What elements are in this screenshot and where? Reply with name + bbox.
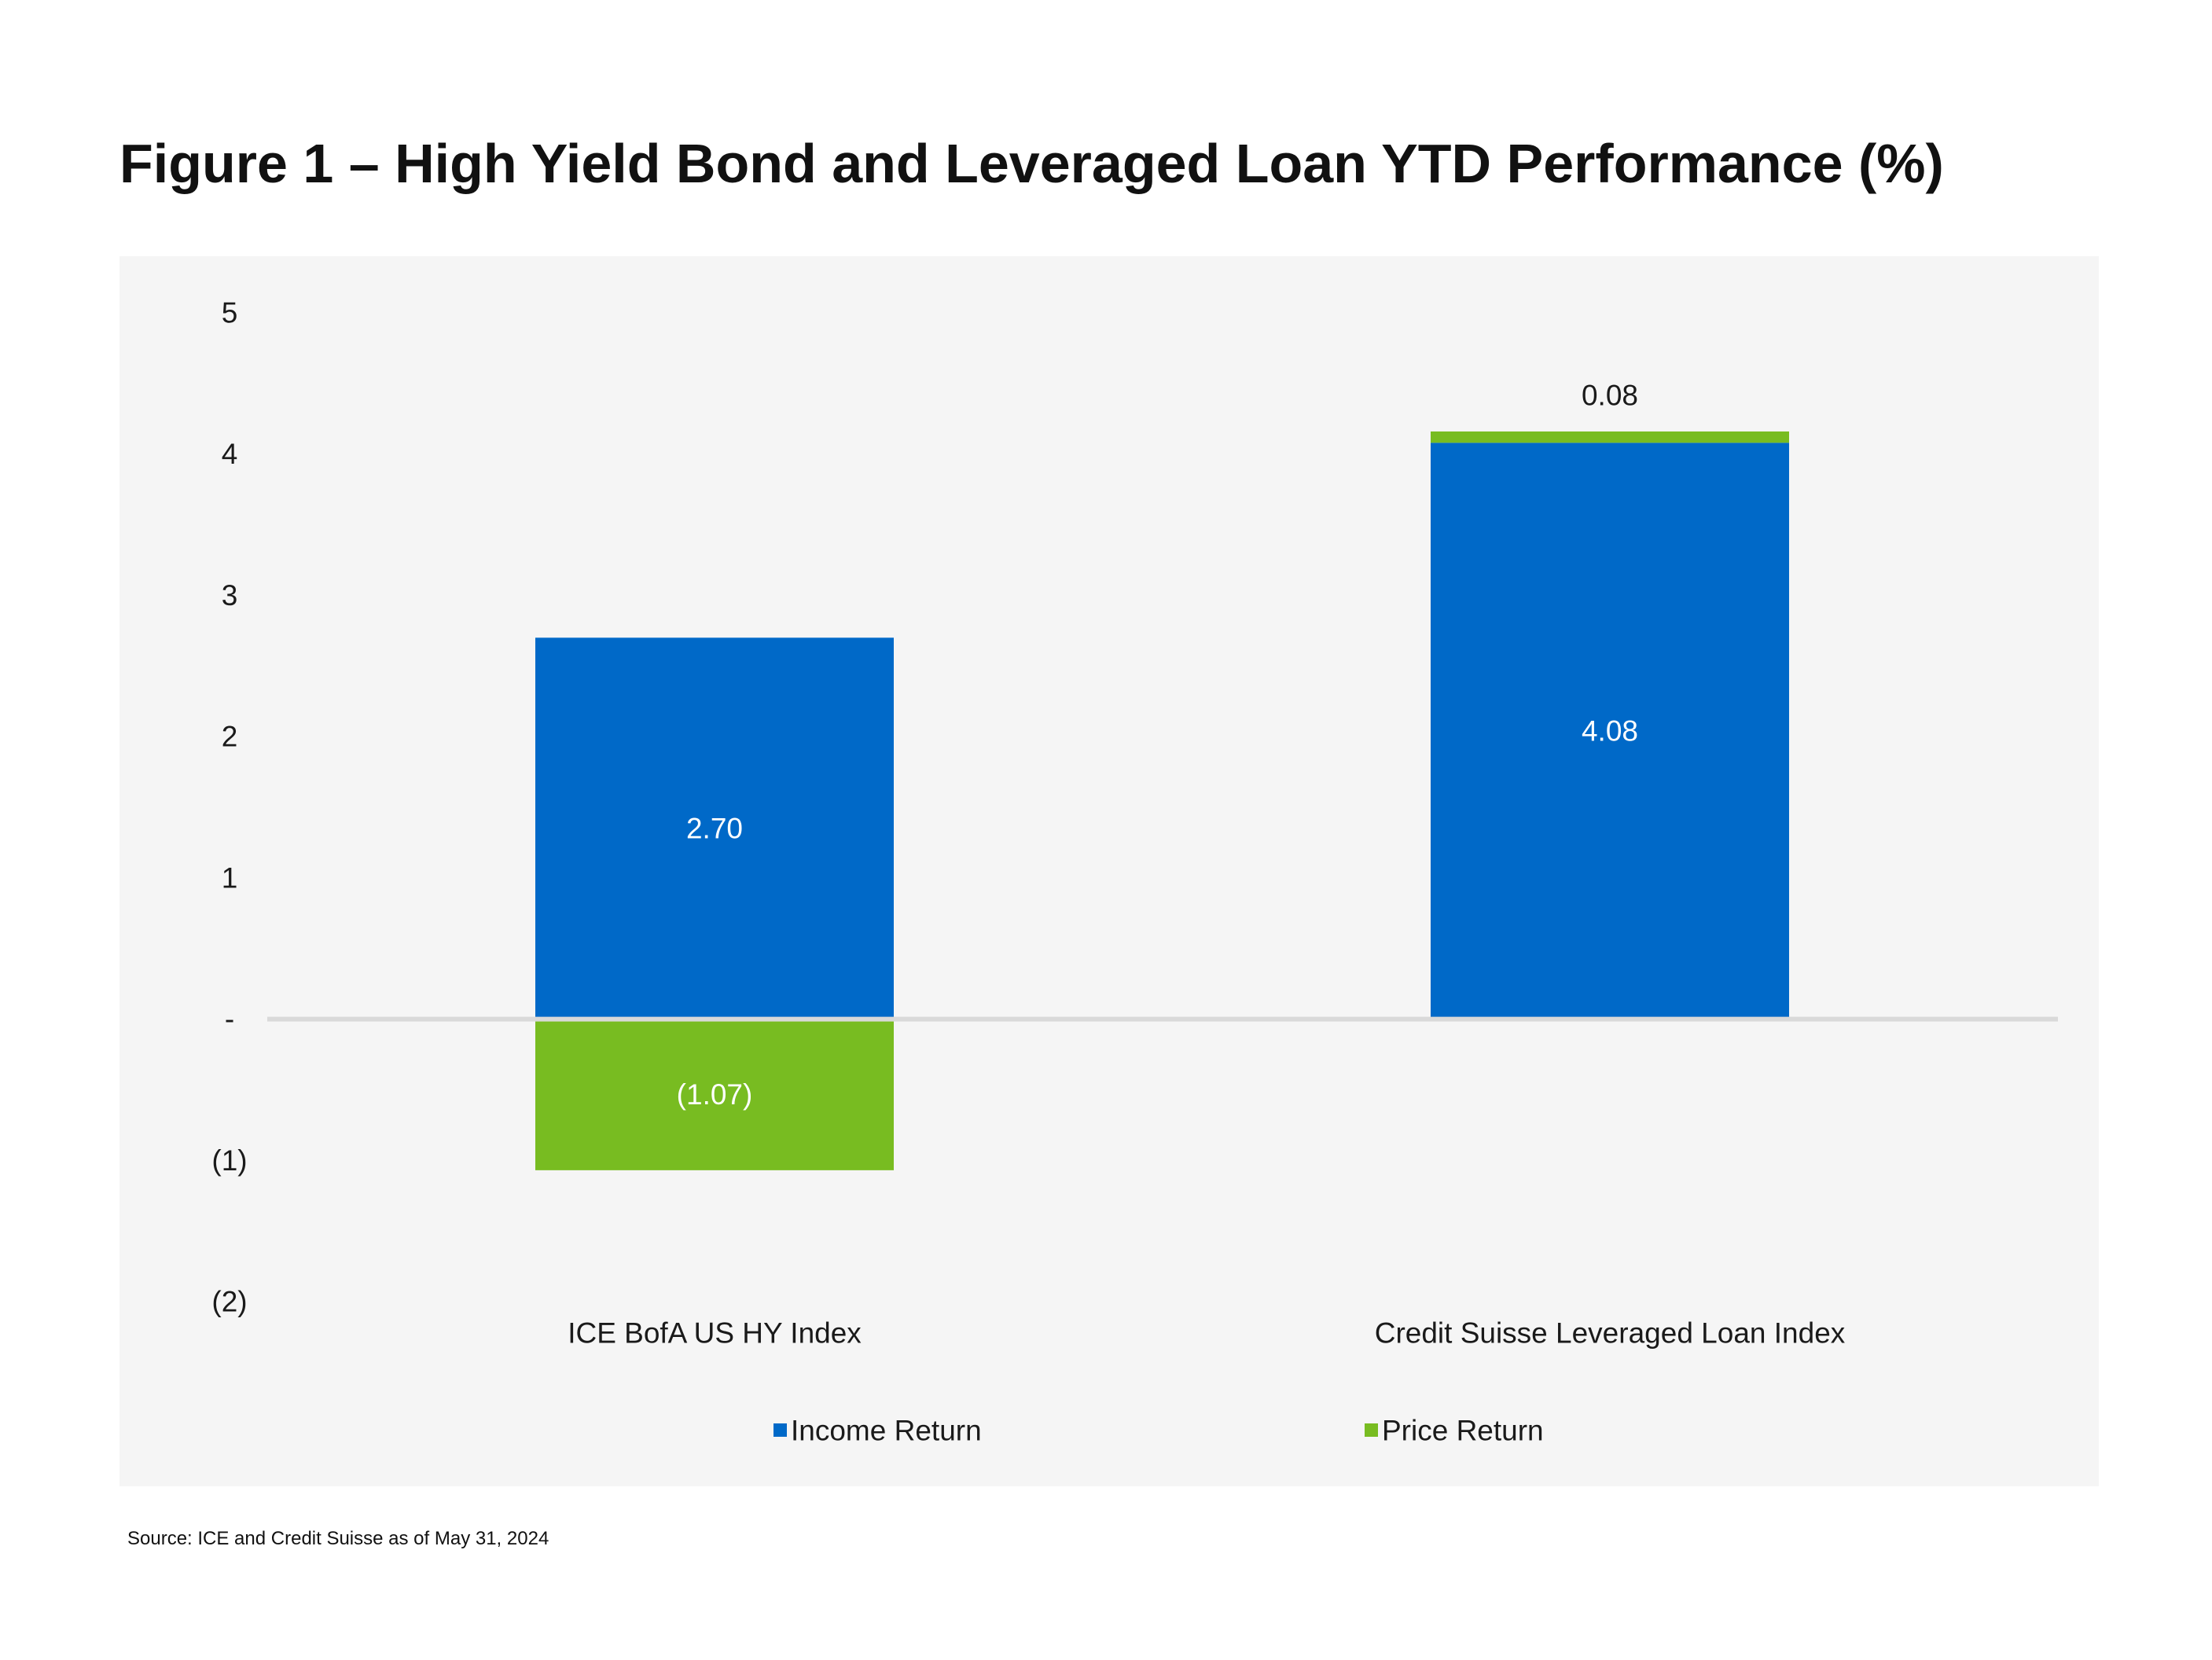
chart-panel: 5 4 3 2 1 - (1) (2) 2.70 4.08 (1.07) 0.08 ICE BofA U… bbox=[119, 256, 2099, 1486]
y-tick-label: 1 bbox=[222, 861, 238, 894]
bar-income-0 bbox=[535, 637, 894, 1019]
legend-swatch-price bbox=[1365, 1423, 1378, 1437]
x-category-label: ICE BofA US HY Index bbox=[568, 1317, 862, 1350]
data-label: (1.07) bbox=[677, 1078, 753, 1111]
legend-label: Income Return bbox=[791, 1415, 982, 1447]
bar-income-1 bbox=[1431, 443, 1789, 1019]
legend-swatch-income bbox=[773, 1423, 787, 1437]
x-category-label: Credit Suisse Leveraged Loan Index bbox=[1375, 1317, 1846, 1350]
data-label: 0.08 bbox=[1582, 379, 1638, 411]
y-tick-label: 2 bbox=[222, 721, 238, 753]
source-note: Source: ICE and Credit Suisse as of May … bbox=[127, 1528, 549, 1549]
y-tick-label: 4 bbox=[222, 438, 238, 470]
y-tick-label: 5 bbox=[222, 297, 238, 329]
y-tick-label: 3 bbox=[222, 579, 238, 611]
y-tick-label: (1) bbox=[211, 1144, 247, 1177]
legend-label: Price Return bbox=[1382, 1415, 1544, 1447]
bar-price-1 bbox=[1431, 431, 1789, 443]
chart-svg: 5 4 3 2 1 - (1) (2) 2.70 4.08 (1.07) 0.08 ICE BofA U… bbox=[211, 297, 2058, 1447]
bar-price-0 bbox=[535, 1019, 894, 1170]
y-tick-label: - bbox=[225, 1003, 234, 1035]
y-tick-label: (2) bbox=[211, 1286, 247, 1318]
chart-title: Figure 1 – High Yield Bond and Leveraged… bbox=[119, 133, 1944, 194]
data-label: 4.08 bbox=[1582, 714, 1638, 747]
data-label: 2.70 bbox=[686, 812, 743, 844]
